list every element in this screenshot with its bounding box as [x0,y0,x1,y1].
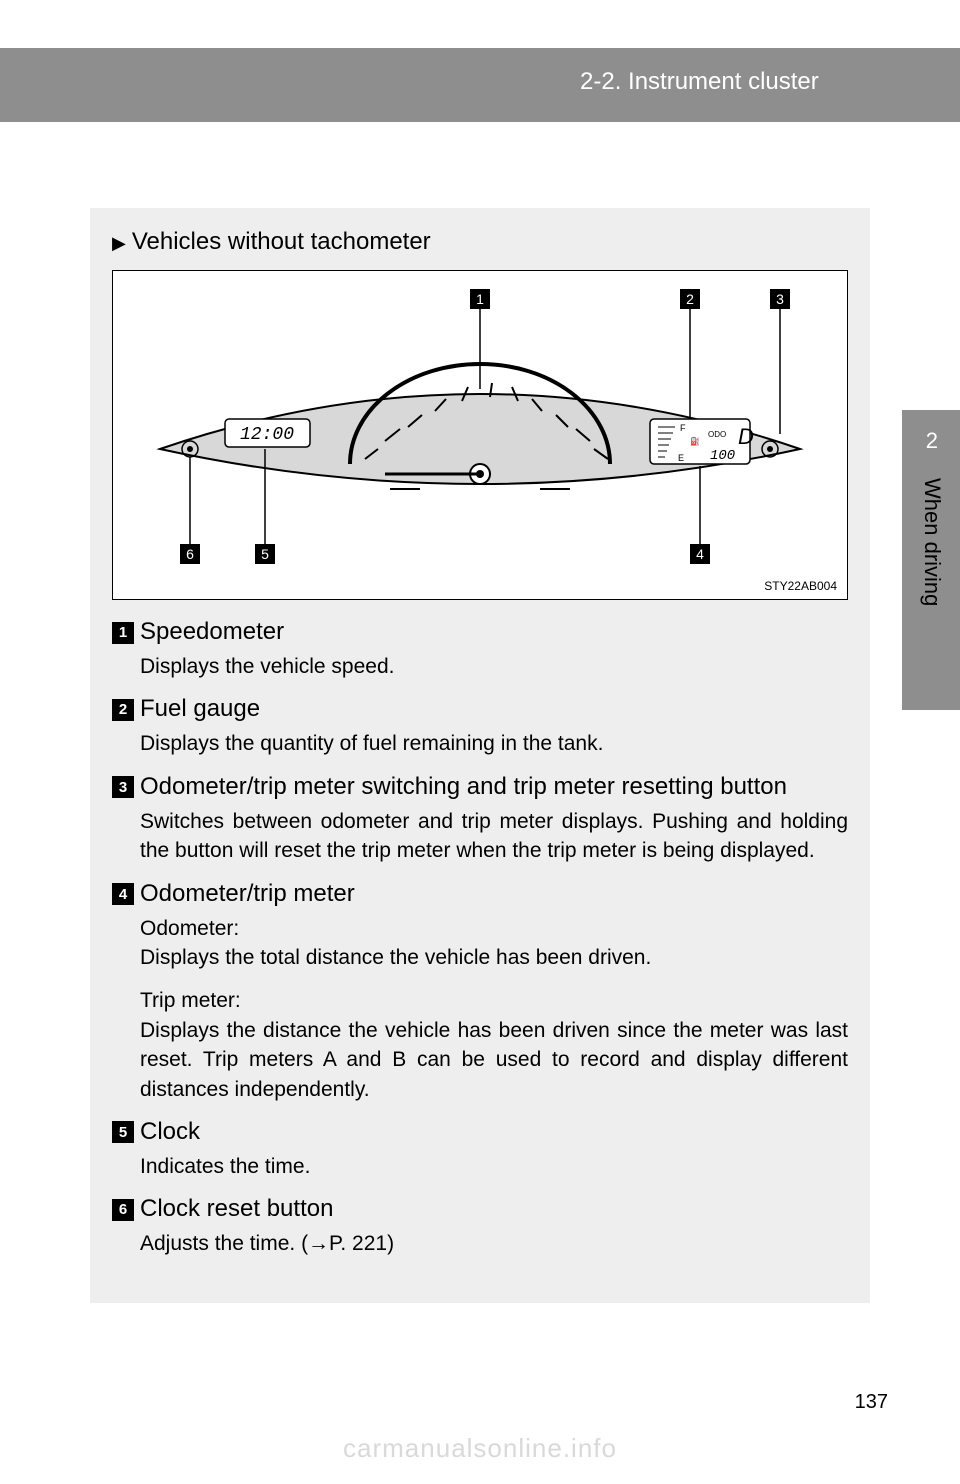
svg-text:F: F [680,423,686,433]
page-number: 137 [855,1391,888,1414]
svg-text:5: 5 [261,546,269,562]
instrument-cluster-diagram: 1 2 3 12:00 [130,289,830,589]
diagram-code: STY22AB004 [764,579,837,593]
item-1: 1 Speedometer Displays the vehicle speed. [112,618,848,681]
svg-text:E: E [678,453,684,463]
item-2-title: Fuel gauge [140,695,260,722]
item-4-body-b: Trip meter: Displays the distance the ve… [112,986,848,1104]
item-5-title: Clock [140,1118,200,1145]
svg-text:ODO: ODO [708,430,726,439]
item-6-title: Clock reset button [140,1195,333,1222]
item-4-title: Odometer/trip meter [140,880,355,907]
svg-text:1: 1 [476,291,484,307]
watermark: carmanualsonline.info [0,1433,960,1464]
chapter-number: 2 [926,428,938,454]
clock-readout: 12:00 [240,425,294,445]
svg-text:D: D [738,424,754,449]
item-3-title: Odometer/trip meter switching and trip m… [140,773,787,800]
svg-text:3: 3 [776,291,784,307]
svg-text:6: 6 [186,546,194,562]
item-6-body: Adjusts the time. (→P. 221) [112,1229,848,1258]
manual-page: 2-2. Instrument cluster 2 When driving ▶… [0,0,960,1484]
item-2-body: Displays the quantity of fuel remaining … [112,729,848,758]
item-5: 5 Clock Indicates the time. [112,1118,848,1181]
diagram-frame: 1 2 3 12:00 [112,270,848,600]
callout-3: 3 [112,776,134,798]
marker-icon: ▶ [112,233,126,253]
callout-2: 2 [112,699,134,721]
item-5-body: Indicates the time. [112,1152,848,1181]
callout-6: 6 [112,1199,134,1221]
svg-text:⛽: ⛽ [690,436,700,446]
callout-5: 5 [112,1121,134,1143]
callout-1: 1 [112,622,134,644]
item-1-body: Displays the vehicle speed. [112,652,848,681]
item-4-body-a: Odometer: Displays the total distance th… [112,914,848,973]
item-1-title: Speedometer [140,618,284,645]
section-title: 2-2. Instrument cluster [580,68,819,96]
item-4: 4 Odometer/trip meter Odometer: Displays … [112,880,848,1104]
item-2: 2 Fuel gauge Displays the quantity of fue… [112,695,848,758]
subtitle-text: Vehicles without tachometer [132,228,431,255]
item-3: 3 Odometer/trip meter switching and trip … [112,773,848,866]
svg-text:100: 100 [710,448,735,464]
svg-text:4: 4 [696,546,704,562]
subtitle: ▶ Vehicles without tachometer [112,228,848,256]
svg-text:2: 2 [686,291,694,307]
chapter-label: When driving [919,478,945,606]
item-6: 6 Clock reset button Adjusts the time. (→… [112,1195,848,1258]
content-panel: ▶ Vehicles without tachometer 1 2 3 [90,208,870,1303]
callout-4: 4 [112,883,134,905]
item-3-body: Switches between odometer and trip meter… [112,807,848,866]
